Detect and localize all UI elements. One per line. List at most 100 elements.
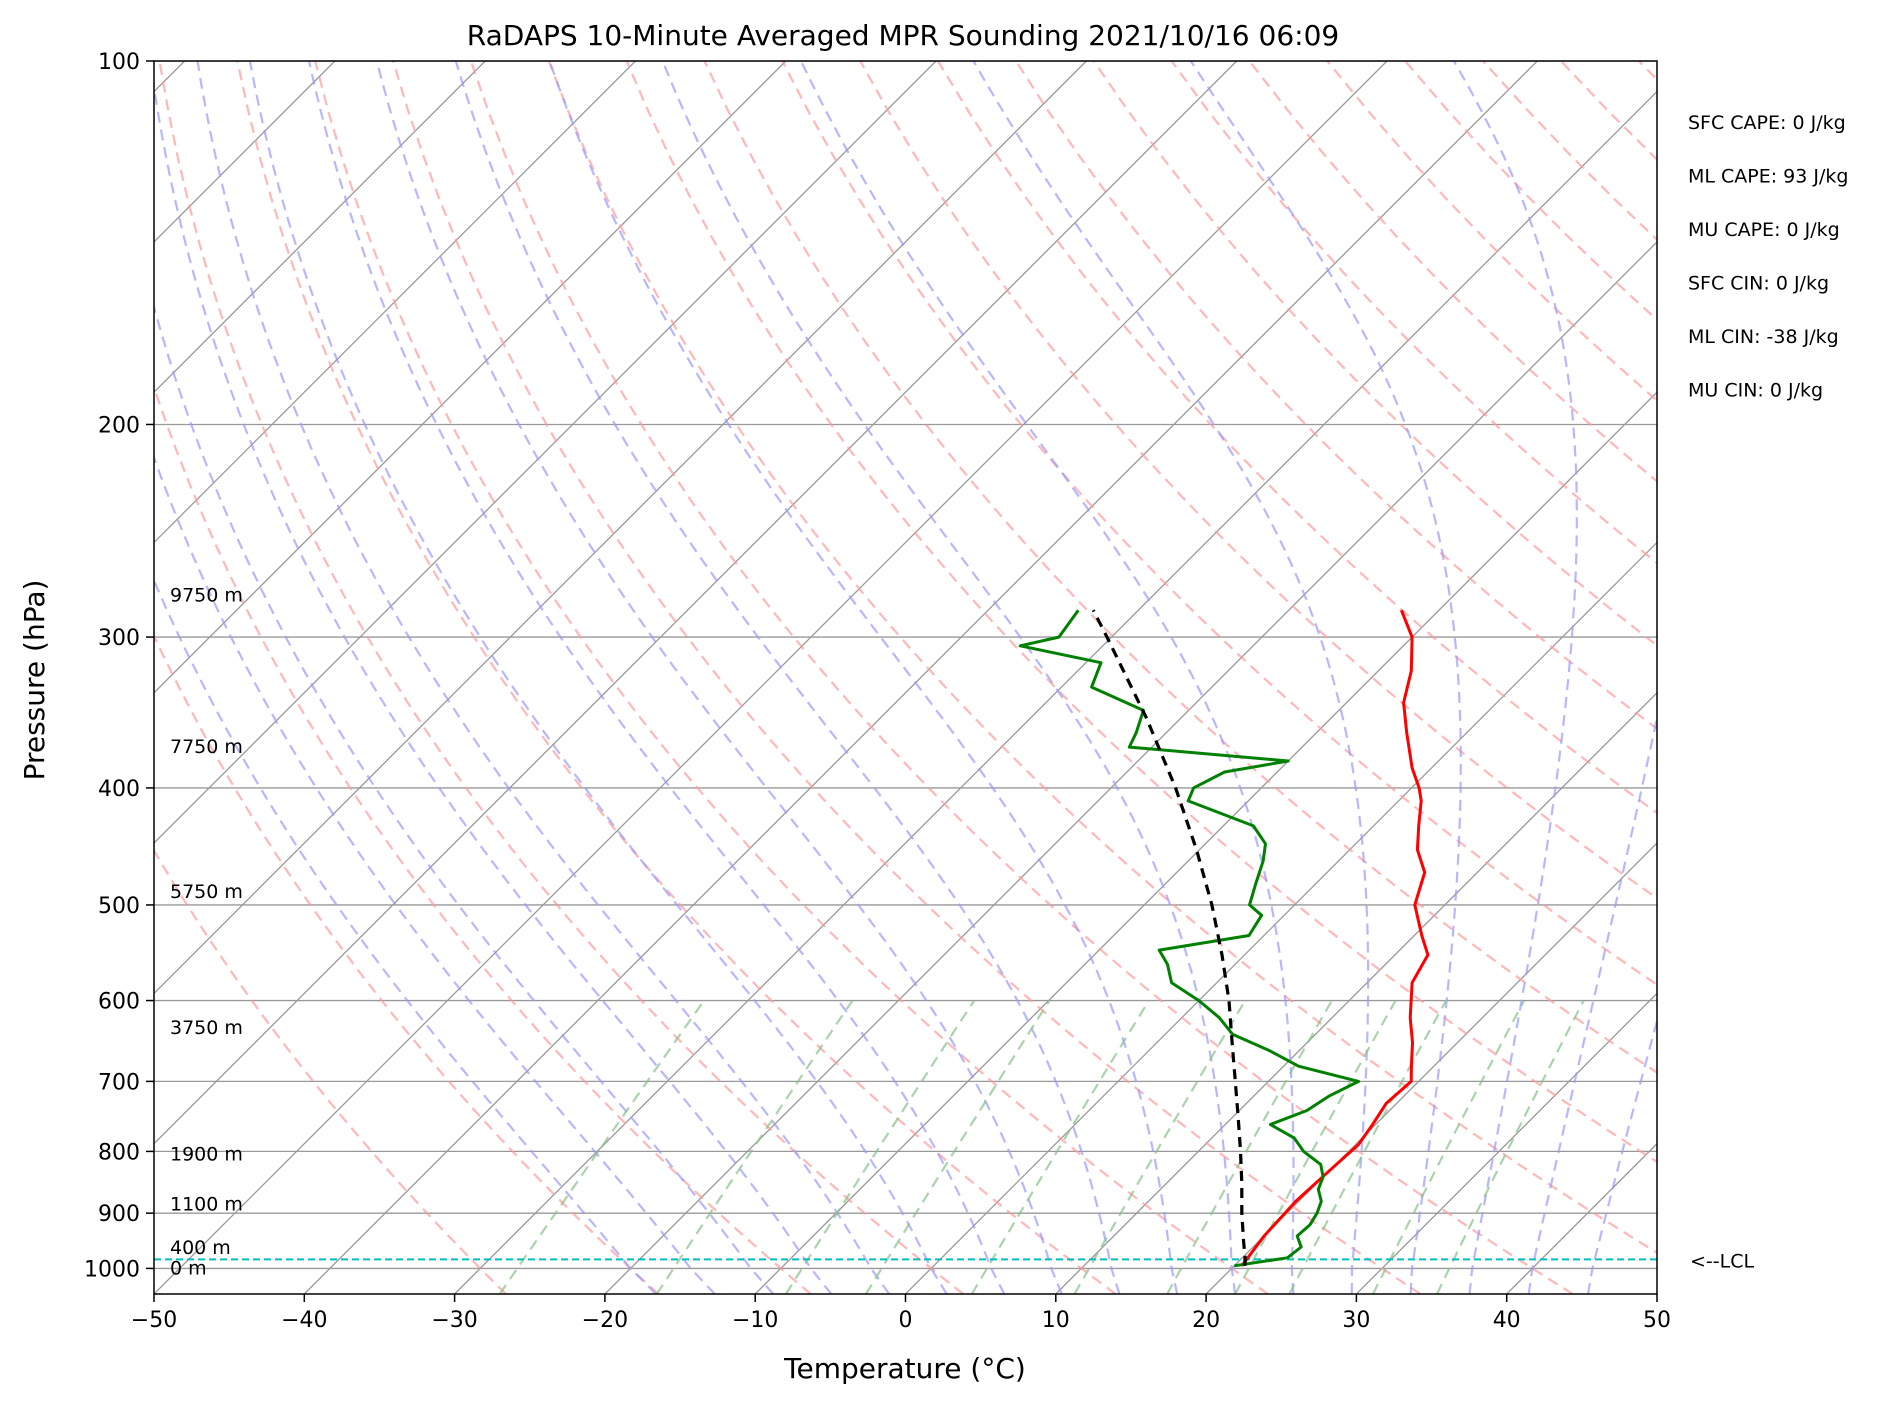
tick-layer: −50 −40 −30 −20 −10 0 10 20 30 40 50 100 200 300 400 50…	[84, 50, 1671, 1333]
x-tick-label: −30	[431, 1308, 477, 1333]
dry-adiabat-line	[781, 61, 1657, 987]
moist-adiabat-line	[1189, 61, 1462, 1294]
moist-adiabat-line	[454, 61, 1121, 1294]
mixing-ratio-line	[655, 999, 854, 1294]
dry-adiabat-line	[625, 61, 1657, 1164]
isotherm-line	[604, 240, 1657, 1294]
dry-adiabat-line	[154, 848, 507, 1294]
isotherm-line	[303, 61, 1538, 1294]
mixing-ratio-line	[498, 999, 705, 1294]
dry-adiabat-line	[392, 61, 1422, 1294]
height-label: 3750 m	[170, 1017, 243, 1039]
y-tick-label: 900	[98, 1202, 140, 1227]
stat-annotation: MU CAPE: 0 J/kg	[1688, 219, 1840, 241]
dry-adiabat-line	[154, 633, 660, 1294]
y-tick-label: 500	[98, 894, 140, 919]
y-tick-label: 600	[98, 990, 140, 1015]
parcel-profile-line	[1091, 609, 1247, 1266]
stat-annotation: SFC CAPE: 0 J/kg	[1688, 112, 1846, 134]
moist-adiabat-line	[972, 61, 1370, 1294]
y-tick-label: 300	[98, 626, 140, 651]
mixing-ratio-line	[970, 1000, 1150, 1294]
dry-adiabat-line	[469, 61, 1574, 1294]
stat-annotation: ML CAPE: 93 J/kg	[1688, 166, 1848, 188]
moist-adiabat-line	[799, 61, 1295, 1294]
mixing-ratio-line	[865, 999, 1051, 1294]
isotherm-line	[905, 541, 1657, 1294]
dry-adiabat-line	[1014, 61, 1657, 731]
height-label: 9750 m	[170, 584, 243, 606]
y-axis-label: Pressure (hPa)	[18, 580, 51, 781]
moist-adiabat-line	[154, 454, 716, 1294]
mixing-ratio-line	[1234, 1000, 1397, 1294]
stat-annotation: ML CIN: -38 J/kg	[1688, 326, 1839, 348]
dry-adiabat-line	[703, 61, 1657, 1074]
isotherm-line	[154, 61, 937, 845]
moist-adiabat-line	[154, 79, 833, 1294]
moist-adiabat-line	[1452, 61, 1578, 1294]
moist-adiabat-line	[154, 577, 657, 1294]
x-tick-label: −50	[131, 1308, 177, 1333]
x-tick-label: 50	[1643, 1308, 1671, 1333]
mixing-ratio-line	[784, 999, 976, 1294]
temperature-line	[1240, 609, 1430, 1267]
moist-adiabat-line	[1586, 1016, 1657, 1294]
x-tick-label: 0	[899, 1308, 913, 1333]
moist-adiabat-line	[154, 302, 775, 1294]
x-tick-label: 40	[1493, 1308, 1521, 1333]
isotherm-line	[1355, 992, 1657, 1294]
height-label: 7750 m	[170, 736, 243, 758]
dry-adiabat-line	[859, 61, 1657, 900]
x-tick-label: 20	[1192, 1308, 1220, 1333]
y-tick-label: 200	[98, 413, 140, 438]
moist-adiabat-line	[548, 61, 1179, 1294]
isotherm-line	[154, 61, 1238, 1145]
y-tick-label: 1000	[84, 1257, 140, 1282]
isotherm-line	[1205, 842, 1657, 1294]
mixing-ratio-line	[1073, 1000, 1247, 1294]
dry-adiabat-line	[158, 61, 964, 1294]
mixing-ratio-line	[1372, 1000, 1526, 1294]
dry-adiabat-line	[547, 61, 1657, 1255]
mixing-ratio-line	[1436, 1000, 1585, 1294]
series-layer	[154, 609, 1657, 1268]
height-label: 400 m	[170, 1237, 231, 1259]
x-tick-label: 30	[1342, 1308, 1370, 1333]
moist-adiabat-line	[375, 61, 1063, 1294]
moist-adiabat-line	[196, 61, 890, 1294]
isotherm-line	[1055, 691, 1657, 1294]
isotherm-line	[154, 61, 1087, 995]
height-label: 1100 m	[170, 1193, 243, 1215]
stat-annotation: SFC CIN: 0 J/kg	[1688, 273, 1829, 295]
y-tick-label: 100	[98, 50, 140, 75]
isotherm-line	[154, 61, 636, 544]
isotherm-line	[454, 90, 1657, 1294]
dry-adiabat-line	[1092, 61, 1657, 647]
height-label: 0 m	[170, 1257, 207, 1279]
dry-adiabat-line	[314, 61, 1269, 1294]
height-label: 5750 m	[170, 881, 243, 903]
x-tick-label: 10	[1042, 1308, 1070, 1333]
lcl-label: <--LCL	[1690, 1250, 1754, 1272]
isotherm-line	[754, 391, 1657, 1294]
height-label: 1900 m	[170, 1144, 243, 1166]
mixing-ratio-line	[1166, 1000, 1333, 1294]
moist-adiabat-line	[307, 61, 1006, 1294]
y-tick-label: 800	[98, 1140, 140, 1165]
isotherm-line	[154, 61, 1388, 1294]
x-axis-label: Temperature (°C)	[783, 1352, 1026, 1385]
moist-adiabat-line	[1527, 712, 1657, 1294]
x-tick-label: −10	[732, 1308, 778, 1333]
stat-annotation: MU CIN: 0 J/kg	[1688, 380, 1823, 402]
y-tick-label: 400	[98, 777, 140, 802]
moist-adiabat-line	[661, 61, 1237, 1294]
dry-adiabat-line	[154, 383, 812, 1294]
dry-adiabat-line	[236, 61, 1117, 1294]
grid-layer	[154, 61, 1657, 1294]
dewpoint-line	[1018, 609, 1361, 1268]
x-tick-label: −20	[582, 1308, 628, 1333]
y-tick-label: 700	[98, 1070, 140, 1095]
isotherm-line	[154, 61, 486, 394]
chart-title: RaDAPS 10-Minute Averaged MPR Sounding 2…	[467, 19, 1339, 52]
